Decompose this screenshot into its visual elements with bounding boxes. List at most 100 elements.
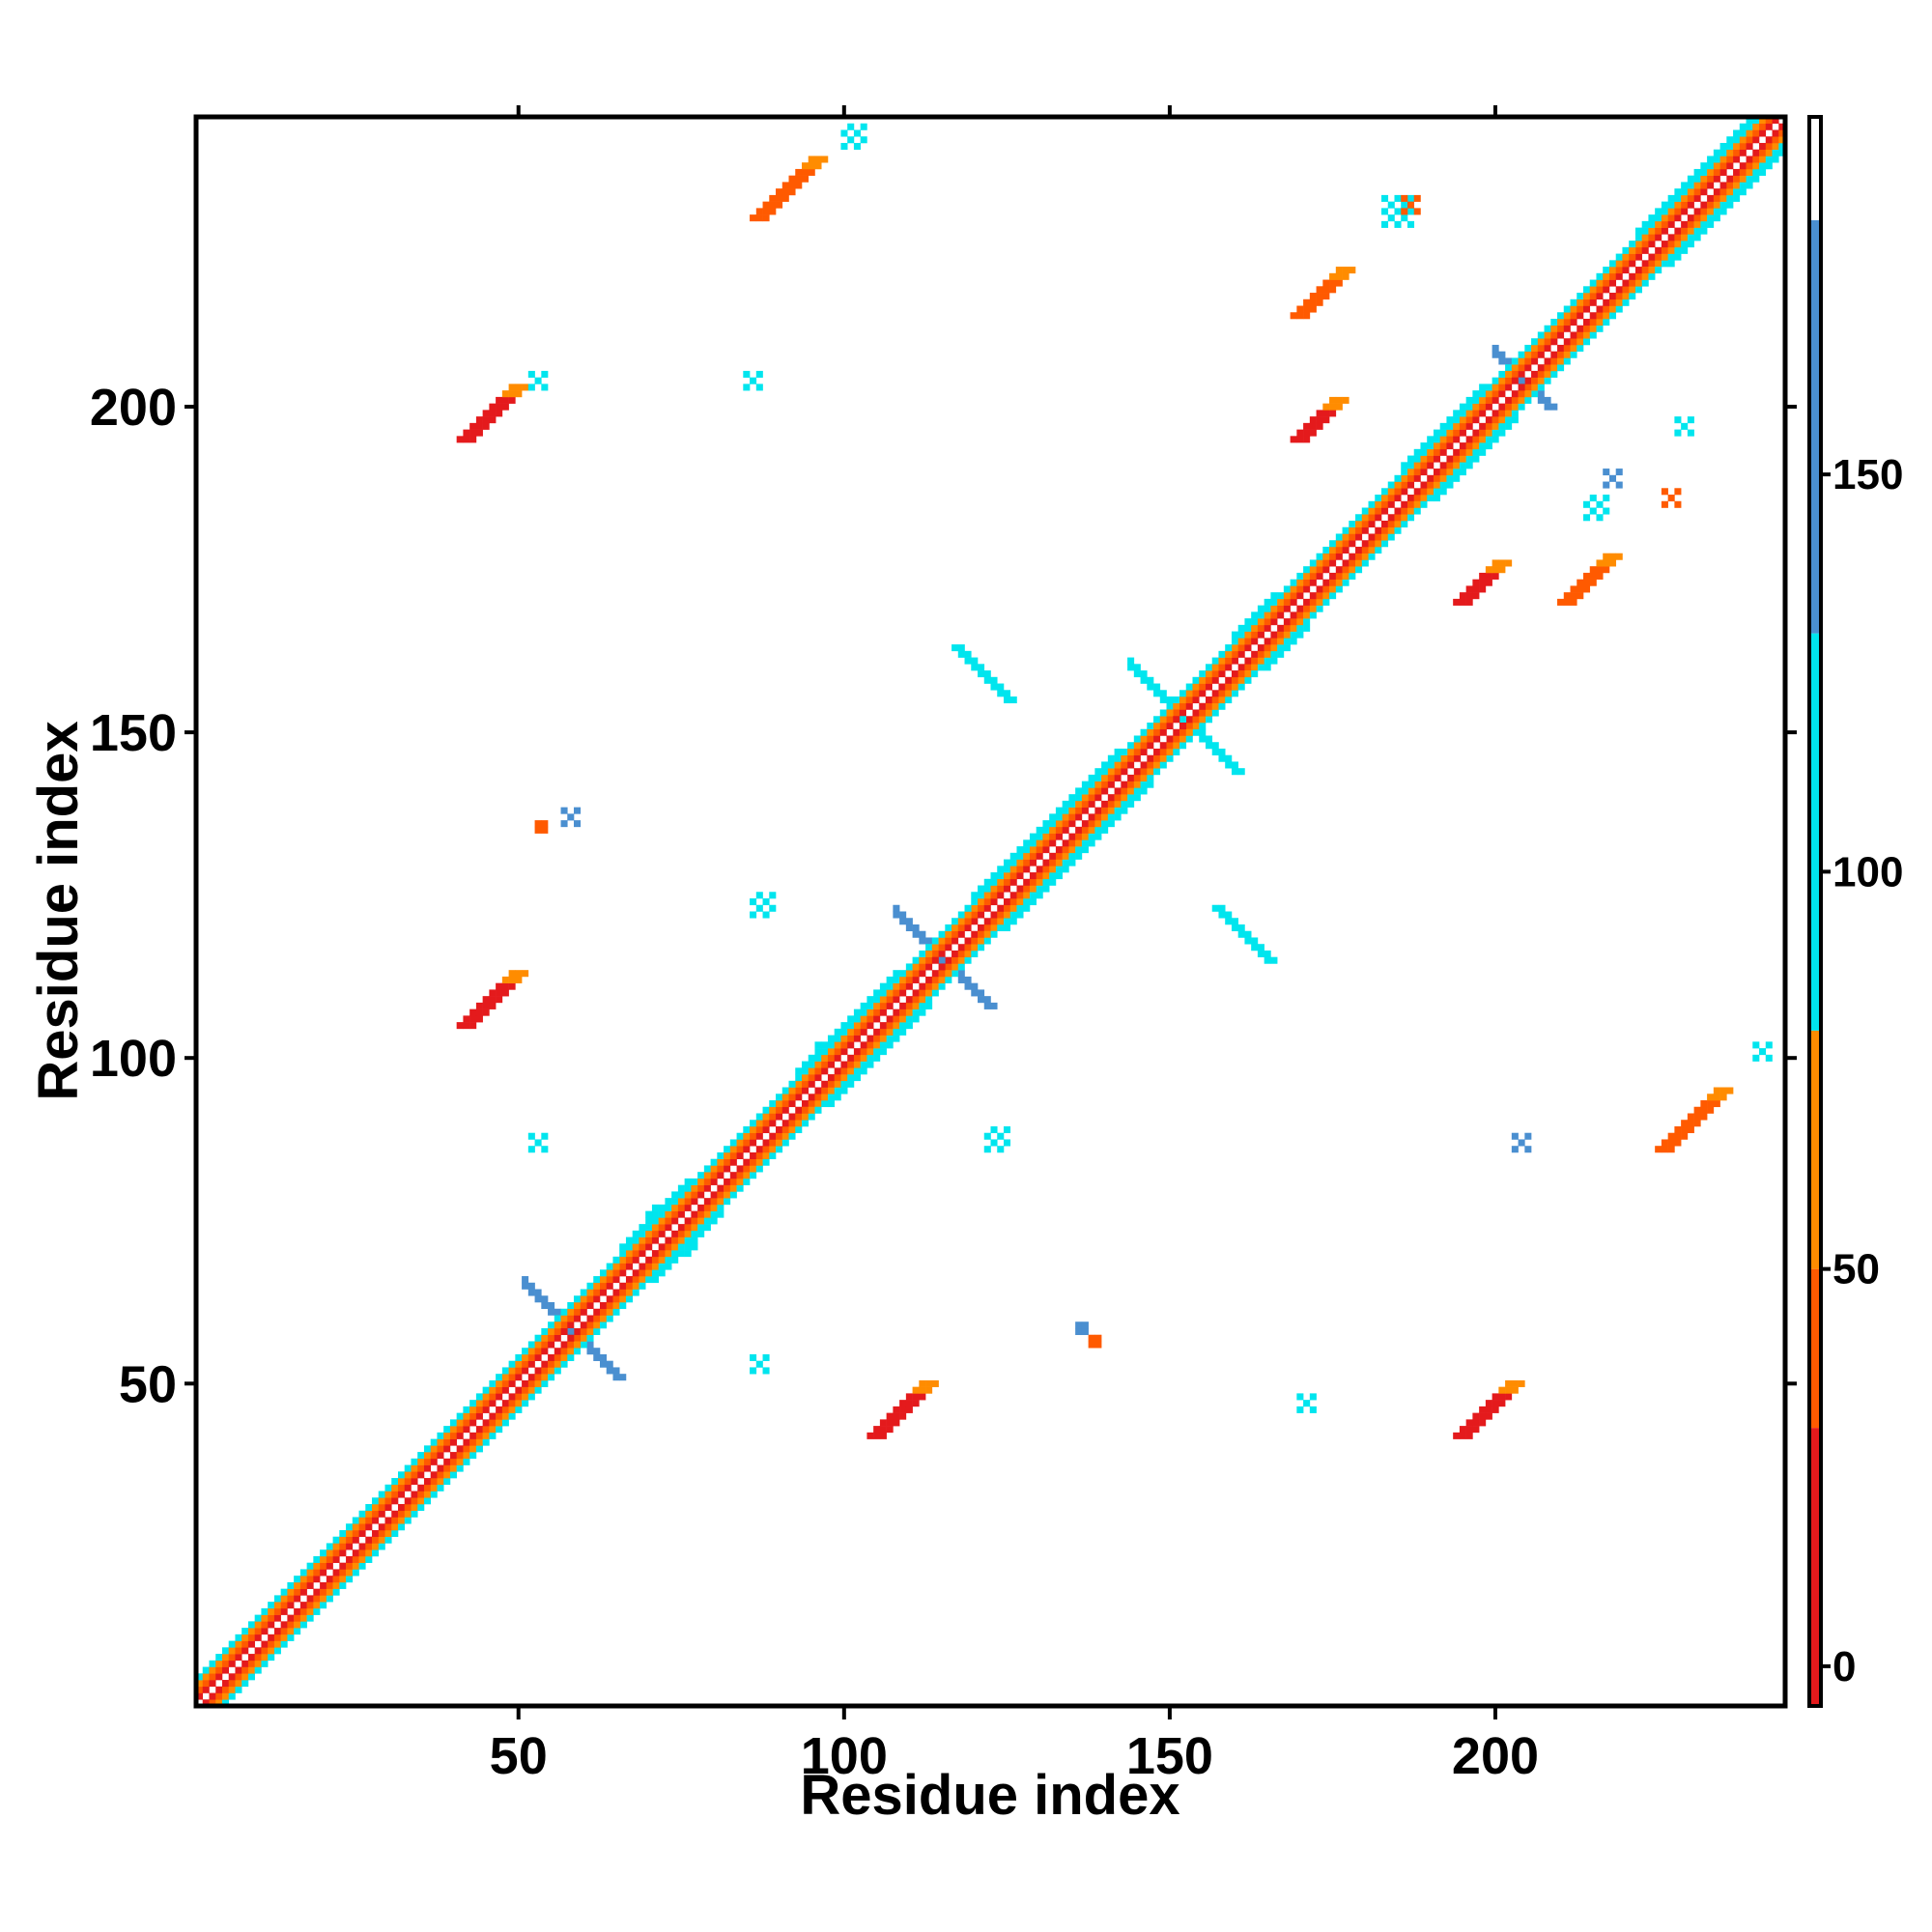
- heatmap-cell: [1055, 852, 1063, 860]
- heatmap-cell: [1765, 136, 1773, 144]
- heatmap-cell: [1485, 416, 1492, 424]
- heatmap-cell: [1453, 416, 1461, 424]
- heatmap-cell: [1667, 234, 1675, 242]
- heatmap-cell: [299, 1576, 307, 1583]
- heatmap-cell: [1524, 396, 1532, 404]
- heatmap-cell: [1700, 214, 1708, 222]
- heatmap-cell: [632, 1282, 639, 1290]
- heatmap-cell: [1199, 722, 1207, 730]
- heatmap-cell: [1042, 833, 1050, 840]
- heatmap-cell: [554, 1334, 561, 1342]
- heatmap-cell: [1634, 234, 1642, 242]
- heatmap-cell: [1003, 885, 1011, 893]
- heatmap-cell: [1277, 592, 1285, 600]
- heatmap-cell: [580, 1327, 587, 1336]
- heatmap-cell: [1518, 390, 1525, 398]
- heatmap-cell: [952, 970, 959, 978]
- heatmap-cell: [1713, 175, 1720, 183]
- heatmap-cell: [1693, 1113, 1701, 1121]
- heatmap-cell: [1199, 690, 1207, 697]
- heatmap-cell: [639, 1230, 646, 1237]
- heatmap-cell: [593, 1353, 601, 1361]
- heatmap-cell: [879, 1048, 887, 1056]
- heatmap-cell: [1335, 403, 1343, 411]
- heatmap-cell: [1485, 1412, 1492, 1420]
- heatmap-cell: [404, 1484, 412, 1492]
- heatmap-cell: [1349, 520, 1356, 528]
- heatmap-cell: [1381, 488, 1389, 496]
- heatmap-cell: [469, 1015, 477, 1023]
- heatmap-cell: [1733, 136, 1741, 144]
- heatmap-cell: [840, 142, 848, 151]
- heatmap-cell: [1479, 1419, 1487, 1427]
- heatmap-cell: [905, 1400, 913, 1407]
- heatmap-cell: [703, 1184, 711, 1192]
- heatmap-cell: [515, 970, 523, 978]
- heatmap-cell: [781, 1094, 789, 1101]
- heatmap-cell: [1094, 774, 1102, 781]
- heatmap-cell: [1629, 260, 1636, 268]
- heatmap-cell: [1485, 429, 1492, 437]
- colorbar-band: [1809, 1268, 1821, 1429]
- heatmap-cell: [755, 1125, 763, 1134]
- heatmap-cell: [1608, 553, 1617, 560]
- heatmap-cell: [1693, 208, 1701, 215]
- heatmap-cell: [1029, 878, 1037, 886]
- heatmap-cell: [1264, 664, 1271, 671]
- heatmap-cell: [736, 1165, 744, 1173]
- heatmap-cell: [1550, 331, 1558, 339]
- heatmap-cell: [1225, 650, 1233, 658]
- heatmap-cell: [554, 1367, 561, 1375]
- heatmap-cell: [853, 1067, 861, 1075]
- heatmap-cell: [724, 1146, 731, 1153]
- heatmap-cell: [1608, 260, 1617, 268]
- heatmap-cell: [1277, 598, 1285, 606]
- heatmap-cell: [1355, 553, 1363, 560]
- heatmap-cell: [1231, 676, 1238, 684]
- heatmap-cell: [202, 1680, 210, 1688]
- heatmap-cell: [1335, 279, 1343, 287]
- heatmap-cell: [299, 1581, 307, 1589]
- heatmap-cell: [1479, 410, 1487, 417]
- heatmap-cell: [352, 1569, 359, 1577]
- heatmap-cell: [1237, 664, 1245, 671]
- heatmap-cell: [781, 194, 789, 202]
- heatmap-cell: [489, 1426, 497, 1434]
- heatmap-cell: [645, 1263, 653, 1270]
- heatmap-cell: [1127, 787, 1135, 795]
- heatmap-cell: [1661, 1146, 1668, 1153]
- heatmap-cell: [1068, 820, 1076, 828]
- heatmap-cell: [294, 1576, 301, 1583]
- heatmap-cell: [1003, 918, 1011, 925]
- heatmap-cell: [320, 1562, 327, 1570]
- heatmap-cell: [1492, 566, 1499, 574]
- heatmap-cell: [1185, 696, 1193, 704]
- heatmap-cell: [1062, 807, 1069, 814]
- heatmap-cell: [1101, 800, 1109, 808]
- heatmap-cell: [1655, 227, 1662, 235]
- heatmap-cell: [1752, 168, 1760, 176]
- heatmap-cell: [1133, 781, 1141, 788]
- heatmap-cell: [1355, 520, 1363, 528]
- heatmap-cell: [1739, 182, 1747, 189]
- heatmap-cell: [997, 892, 1005, 899]
- heatmap-cell: [1375, 533, 1382, 541]
- heatmap-cell: [475, 1002, 483, 1009]
- heatmap-cell: [1205, 696, 1213, 704]
- heatmap-cell: [463, 429, 470, 437]
- heatmap-cell: [1583, 500, 1591, 508]
- heatmap-cell: [384, 1491, 392, 1498]
- heatmap-cell: [983, 885, 991, 893]
- heatmap-cell: [228, 1686, 236, 1693]
- heatmap-cell: [724, 1151, 731, 1159]
- heatmap-cell: [743, 384, 751, 391]
- heatmap-cell: [372, 1504, 380, 1512]
- heatmap-cell: [1465, 455, 1473, 463]
- heatmap-cell: [294, 1614, 301, 1622]
- heatmap-cell: [632, 1256, 639, 1264]
- heatmap-cell: [1603, 507, 1610, 515]
- heatmap-cell: [1185, 735, 1193, 743]
- heatmap-cell: [978, 904, 985, 912]
- heatmap-cell: [658, 1217, 666, 1225]
- heatmap-cell: [1081, 781, 1089, 788]
